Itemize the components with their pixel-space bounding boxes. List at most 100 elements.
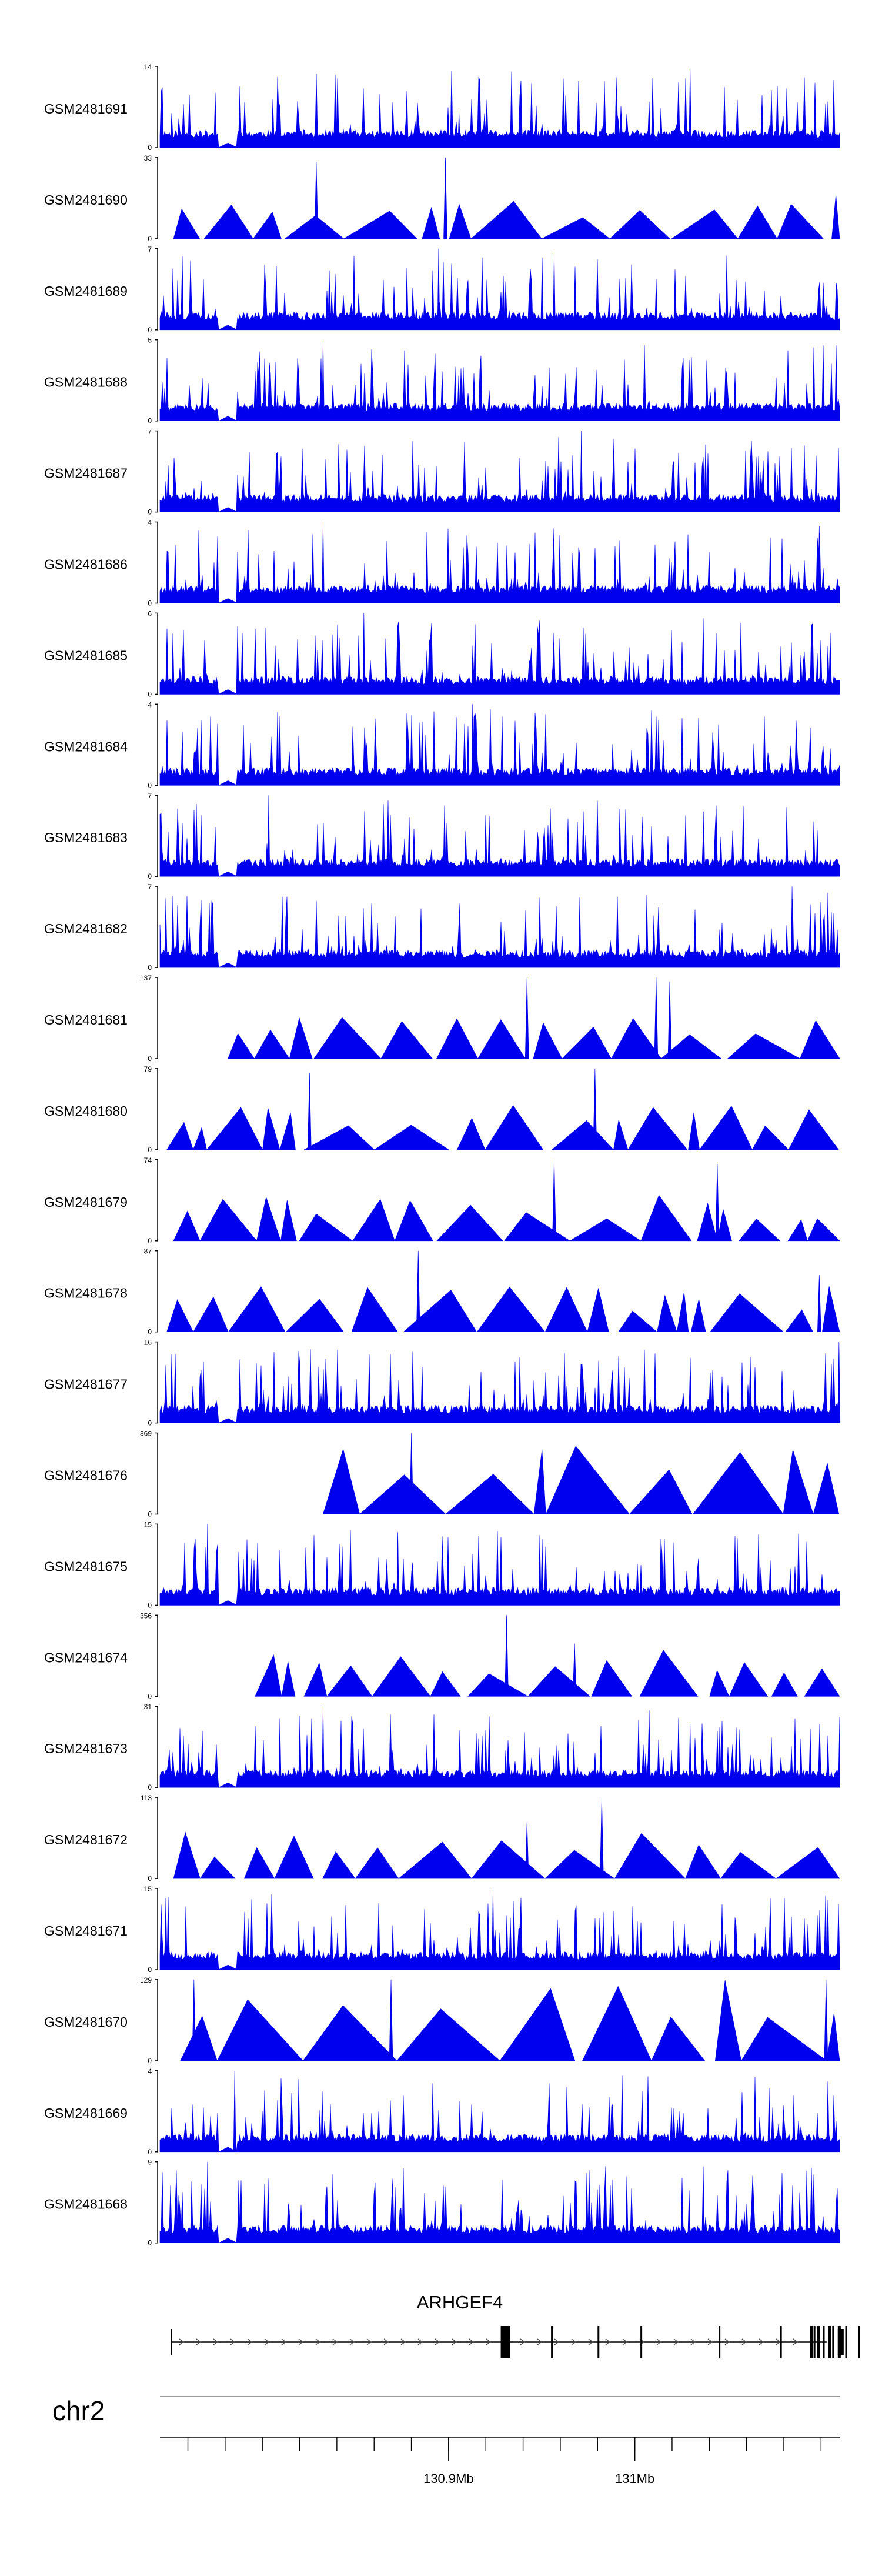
exon [813,2326,816,2358]
y-max-label: 74 [144,1156,152,1164]
y-min-label: 0 [148,1328,152,1336]
exon [810,2326,813,2358]
strand-arrow [486,2338,492,2345]
track-GSM2481685: GSM2481685 6 0 [44,609,840,698]
y-max-label: 9 [148,2158,152,2167]
track-label: GSM2481671 [44,1923,128,1938]
strand-arrow [264,2338,270,2345]
coverage-tracks: GSM2481691140GSM2481690330GSM248168970GS… [44,63,841,2247]
y-min-label: 0 [148,1419,152,1427]
gene-label: ARHGEF4 [417,2292,503,2313]
track-GSM2481686: GSM2481686 4 0 [44,519,840,608]
exon [780,2326,782,2358]
track-label: GSM2481687 [44,466,128,481]
track-GSM2481672: GSM2481672 113 0 [44,1794,840,1883]
track-label: GSM2481685 [44,648,128,663]
track-GSM2481676: GSM2481676 869 0 [44,1430,840,1519]
y-max-label: 5 [148,336,152,345]
track-GSM2481689: GSM2481689 7 0 [44,245,840,334]
strand-arrow [213,2338,219,2345]
y-max-label: 87 [144,1247,152,1256]
track-label: GSM2481677 [44,1377,128,1392]
strand-arrow [247,2338,253,2345]
exon [504,2326,506,2358]
track-GSM2481668: GSM2481668 9 0 [44,2158,840,2247]
exon [719,2326,721,2358]
strand-arrow [298,2338,304,2345]
strand-arrow [452,2338,457,2345]
coverage-area [322,1433,840,1514]
coverage-area [159,1342,841,1423]
y-max-label: 6 [148,609,152,618]
coverage-area [159,886,840,968]
y-max-label: 31 [144,1703,152,1711]
strand-arrow [759,2338,764,2345]
y-min-label: 0 [148,781,152,789]
y-max-label: 7 [148,428,152,436]
y-max-label: 7 [148,245,152,253]
y-min-label: 0 [148,2239,152,2247]
track-GSM2481674: GSM2481674 356 0 [44,1611,840,1700]
strand-arrow [741,2338,747,2345]
strand-arrow [315,2338,321,2345]
exon [551,2326,553,2358]
coverage-area [159,522,840,603]
track-GSM2481681: GSM2481681 137 0 [44,974,840,1063]
exon [640,2326,643,2358]
track-GSM2481679: GSM2481679 74 0 [44,1156,840,1245]
y-min-label: 0 [148,508,152,516]
y-min-label: 0 [148,1874,152,1883]
strand-arrow [707,2338,713,2345]
track-GSM2481670: GSM2481670 129 0 [44,1976,840,2065]
strand-arrow [230,2338,236,2345]
y-min-label: 0 [148,872,152,880]
track-label: GSM2481675 [44,1559,128,1574]
coverage-area [159,66,840,148]
exon [597,2326,600,2358]
track-GSM2481673: GSM2481673 31 0 [44,1703,840,1791]
exon [171,2329,172,2355]
y-min-label: 0 [148,2057,152,2065]
coverage-area [173,1159,840,1242]
track-label: GSM2481674 [44,1650,128,1665]
coverage-area [180,1979,840,2061]
track-label: GSM2481669 [44,2105,128,2121]
coverage-area [173,1797,840,1879]
y-max-label: 4 [148,700,152,709]
strand-arrow [520,2338,526,2345]
chromosome-label: chr2 [52,2395,105,2426]
track-label: GSM2481668 [44,2197,128,2212]
y-min-label: 0 [148,963,152,972]
track-label: GSM2481672 [44,1832,128,1847]
track-label: GSM2481676 [44,1468,128,1483]
track-label: GSM2481688 [44,375,128,390]
strand-arrow [690,2338,696,2345]
y-max-label: 15 [144,1885,152,1893]
coverage-area [159,2070,840,2153]
track-GSM2481677: GSM2481677 16 0 [44,1339,841,1427]
track-label: GSM2481691 [44,101,128,116]
track-label: GSM2481679 [44,1194,128,1210]
y-min-label: 0 [148,326,152,334]
track-GSM2481680: GSM2481680 79 0 [44,1065,839,1154]
y-max-label: 33 [144,154,152,162]
track-GSM2481683: GSM2481683 7 0 [44,792,840,880]
y-max-label: 4 [148,519,152,527]
y-max-label: 356 [140,1611,152,1620]
coverage-area [159,339,840,421]
chromosome-axis: chr2 130.9Mb 131Mb [52,2395,840,2486]
track-GSM2481675: GSM2481675 15 0 [44,1520,840,1609]
strand-arrow [196,2338,202,2345]
coverage-area [173,157,840,239]
track-label: GSM2481678 [44,1286,128,1301]
strand-arrow [435,2338,440,2345]
track-GSM2481688: GSM2481688 5 0 [44,336,840,425]
strand-arrow [571,2338,577,2345]
y-max-label: 16 [144,1339,152,1347]
track-GSM2481678: GSM2481678 87 0 [44,1247,840,1336]
y-min-label: 0 [148,1692,152,1700]
strand-arrow [724,2338,730,2345]
coverage-area [159,431,840,512]
coverage-area [166,1250,840,1332]
y-max-label: 15 [144,1520,152,1529]
